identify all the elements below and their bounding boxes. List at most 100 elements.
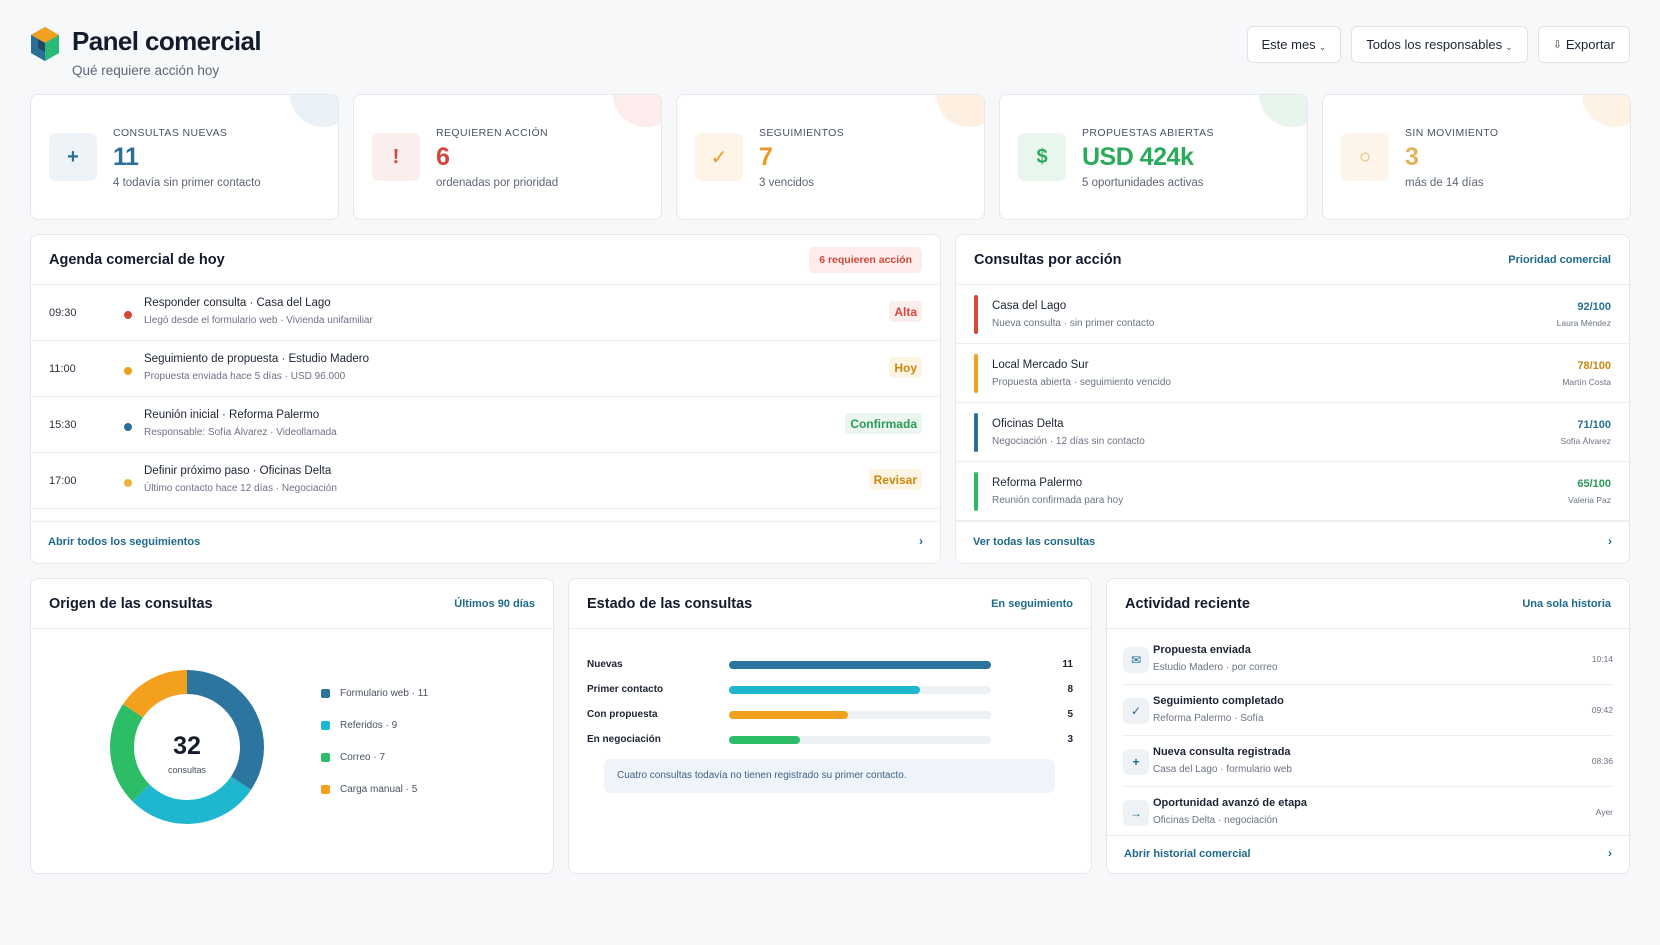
kpi-card[interactable]: + CONSULTAS NUEVAS 11 4 todavía sin prim… <box>30 94 339 220</box>
legend-label: Formulario web · 11 <box>340 688 429 699</box>
agenda-status-tag: Alta <box>889 301 922 322</box>
kpi-label: REQUIEREN ACCIÓN <box>436 127 548 139</box>
owners-filter-button[interactable]: Todos los responsables ⌄ <box>1351 26 1528 63</box>
priority-bar <box>974 413 978 452</box>
status-bar-fill <box>729 661 991 669</box>
page-title: Panel comercial <box>72 26 262 56</box>
status-count: 5 <box>1067 709 1073 720</box>
legend-item: Formulario web · 11 <box>321 688 428 699</box>
activity-title: Propuesta enviada <box>1153 644 1251 656</box>
actividad-title: Actividad reciente <box>1125 596 1250 612</box>
agenda-status-tag: Confirmada <box>845 413 922 434</box>
consulta-item[interactable]: Casa del Lago Nueva consulta · sin prime… <box>956 285 1629 344</box>
consulta-name: Oficinas Delta <box>992 418 1064 430</box>
consultas-footer[interactable]: Ver todas las consultas › <box>956 521 1629 563</box>
agenda-item[interactable]: 15:30 Reunión inicial · Reforma Palermo … <box>31 397 940 453</box>
legend-item: Carga manual · 5 <box>321 784 417 795</box>
agenda-item-title: Seguimiento de propuesta · Estudio Mader… <box>144 353 370 365</box>
status-track <box>729 661 991 669</box>
status-label: En negociación <box>587 734 661 745</box>
kpi-label: PROPUESTAS ABIERTAS <box>1082 127 1214 139</box>
legend-label: Carga manual · 5 <box>340 784 418 795</box>
page-subtitle: Qué requiere acción hoy <box>72 63 220 78</box>
open-followups-link[interactable]: Abrir todos los seguimientos <box>48 536 201 548</box>
followup-link[interactable]: En seguimiento <box>991 598 1073 610</box>
range-link[interactable]: Últimos 90 días <box>454 598 535 610</box>
donut-total: 32 <box>173 732 201 760</box>
chevron-down-icon: ⌄ <box>1505 42 1513 52</box>
period-filter-label: Este mes <box>1261 37 1316 52</box>
legend-swatch <box>321 785 330 794</box>
agenda-footer[interactable]: Abrir todos los seguimientos › <box>31 521 940 563</box>
export-button[interactable]: ⇩ Exportar <box>1537 26 1630 63</box>
plus-icon: + <box>1123 749 1149 775</box>
activity-item[interactable]: ✓ Seguimiento completado Reforma Palermo… <box>1123 685 1613 736</box>
activity-desc: Casa del Lago · formulario web <box>1153 764 1292 775</box>
activity-item[interactable]: → Oportunidad avanzó de etapa Oficinas D… <box>1123 787 1613 838</box>
dollar-icon: $ <box>1018 133 1066 181</box>
consultas-card: Consultas por acción Prioridad comercial… <box>955 234 1630 564</box>
check-icon: ✓ <box>695 133 743 181</box>
origin-donut-chart: 32 consultas <box>110 670 264 824</box>
status-count: 3 <box>1067 734 1073 745</box>
activity-item[interactable]: + Nueva consulta registrada Casa del Lag… <box>1123 736 1613 787</box>
agenda-item[interactable]: 11:00 Seguimiento de propuesta · Estudio… <box>31 341 940 397</box>
priority-link[interactable]: Prioridad comercial <box>1508 254 1611 266</box>
agenda-item[interactable]: 17:00 Definir próximo paso · Oficinas De… <box>31 453 940 509</box>
kpi-decoration <box>1582 95 1630 127</box>
agenda-item-desc: Responsable: Sofía Álvarez · Videollamad… <box>144 427 337 438</box>
plus-icon: + <box>49 133 97 181</box>
history-link[interactable]: Una sola historia <box>1522 598 1611 610</box>
check-icon: ✓ <box>1123 698 1149 724</box>
priority-dot <box>124 367 132 375</box>
activity-desc: Reforma Palermo · Sofía <box>1153 713 1264 724</box>
donut-total-label: consultas <box>168 765 207 775</box>
priority-bar <box>974 354 978 393</box>
legend-swatch <box>321 753 330 762</box>
legend-item: Correo · 7 <box>321 752 385 763</box>
activity-time: Ayer <box>1595 807 1613 817</box>
open-history-link[interactable]: Abrir historial comercial <box>1124 848 1251 860</box>
activity-title: Oportunidad avanzó de etapa <box>1153 797 1308 809</box>
agenda-item-title: Reunión inicial · Reforma Palermo <box>144 409 320 421</box>
consultas-title: Consultas por acción <box>974 252 1122 268</box>
kpi-card[interactable]: ! REQUIEREN ACCIÓN 6 ordenadas por prior… <box>353 94 662 220</box>
consulta-item[interactable]: Local Mercado Sur Propuesta abierta · se… <box>956 344 1629 403</box>
actividad-card: Actividad reciente Una sola historia ✉ P… <box>1106 578 1630 874</box>
activity-title: Seguimiento completado <box>1153 695 1284 707</box>
period-filter-button[interactable]: Este mes ⌄ <box>1246 26 1342 63</box>
consulta-item[interactable]: Reforma Palermo Reunión confirmada para … <box>956 462 1629 521</box>
agenda-item-title: Responder consulta · Casa del Lago <box>144 297 331 309</box>
origen-title: Origen de las consultas <box>49 596 213 612</box>
consulta-name: Local Mercado Sur <box>992 359 1089 371</box>
kpi-card[interactable]: ✓ SEGUIMIENTOS 7 3 vencidos <box>676 94 985 220</box>
kpi-value: USD 424k <box>1082 143 1194 171</box>
kpi-subtext: 4 todavía sin primer contacto <box>113 177 261 189</box>
consulta-item[interactable]: Oficinas Delta Negociación · 12 días sin… <box>956 403 1629 462</box>
kpi-subtext: 3 vencidos <box>759 177 814 189</box>
consulta-name: Reforma Palermo <box>992 477 1083 489</box>
activity-title: Nueva consulta registrada <box>1153 746 1291 758</box>
status-count: 8 <box>1067 684 1073 695</box>
agenda-item[interactable]: 09:30 Responder consulta · Casa del Lago… <box>31 285 940 341</box>
kpi-decoration <box>936 95 984 127</box>
kpi-card[interactable]: $ PROPUESTAS ABIERTAS USD 424k 5 oportun… <box>999 94 1308 220</box>
chevron-down-icon: ⌄ <box>1318 42 1327 52</box>
activity-item[interactable]: ✉ Propuesta enviada Estudio Madero · por… <box>1123 634 1613 685</box>
chevron-right-icon: › <box>1608 846 1612 860</box>
status-count: 11 <box>1062 659 1073 670</box>
kpi-subtext: 5 oportunidades activas <box>1082 177 1204 189</box>
agenda-item-desc: Propuesta enviada hace 5 días · USD 96.0… <box>144 371 346 382</box>
consulta-owner: Sofía Álvarez <box>1560 436 1611 446</box>
estado-title: Estado de las consultas <box>587 596 753 612</box>
kpi-subtext: ordenadas por prioridad <box>436 177 559 189</box>
agenda-item-desc: Llegó desde el formulario web · Vivienda… <box>144 315 373 326</box>
activity-time: 09:42 <box>1591 705 1613 715</box>
kpi-card[interactable]: ○ SIN MOVIMIENTO 3 más de 14 días <box>1322 94 1631 220</box>
estado-card: Estado de las consultas En seguimiento N… <box>568 578 1092 874</box>
kpi-label: CONSULTAS NUEVAS <box>113 127 228 139</box>
status-note: Cuatro consultas todavía no tienen regis… <box>604 759 1055 793</box>
alert-icon: ! <box>372 133 420 181</box>
view-all-consultas-link[interactable]: Ver todas las consultas <box>973 536 1096 548</box>
actividad-footer[interactable]: Abrir historial comercial › <box>1107 835 1629 873</box>
